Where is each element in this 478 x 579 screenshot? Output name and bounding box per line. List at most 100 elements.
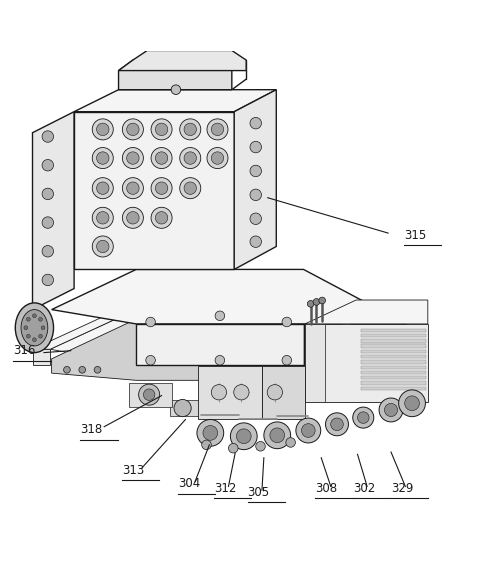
Circle shape: [92, 236, 113, 257]
Circle shape: [42, 274, 54, 285]
Polygon shape: [33, 310, 136, 349]
Circle shape: [151, 178, 172, 199]
Polygon shape: [304, 365, 406, 378]
Circle shape: [42, 217, 54, 228]
Circle shape: [211, 384, 227, 400]
Circle shape: [97, 123, 109, 135]
Circle shape: [358, 412, 369, 423]
Circle shape: [171, 85, 181, 94]
Circle shape: [122, 148, 143, 168]
Text: 304: 304: [178, 477, 200, 490]
Circle shape: [345, 355, 353, 362]
Circle shape: [264, 422, 291, 449]
Circle shape: [302, 424, 315, 437]
Circle shape: [42, 159, 54, 171]
Polygon shape: [119, 50, 246, 71]
Text: 305: 305: [248, 486, 270, 499]
Circle shape: [79, 367, 86, 373]
Polygon shape: [361, 339, 426, 343]
Circle shape: [250, 213, 261, 225]
Circle shape: [184, 152, 196, 164]
Circle shape: [155, 123, 168, 135]
Text: 316: 316: [13, 345, 36, 357]
Circle shape: [211, 123, 224, 135]
Polygon shape: [52, 269, 406, 324]
Polygon shape: [305, 324, 428, 402]
Circle shape: [92, 207, 113, 228]
Text: 308: 308: [315, 482, 337, 495]
Circle shape: [250, 165, 261, 177]
Circle shape: [391, 355, 398, 362]
Polygon shape: [304, 324, 406, 365]
Text: 312: 312: [214, 482, 237, 495]
Circle shape: [207, 148, 228, 168]
Circle shape: [180, 148, 201, 168]
Circle shape: [237, 429, 251, 444]
Polygon shape: [129, 383, 172, 406]
Circle shape: [26, 334, 30, 338]
Circle shape: [94, 367, 101, 373]
Circle shape: [307, 301, 314, 307]
Polygon shape: [234, 90, 276, 269]
Circle shape: [378, 336, 387, 346]
Polygon shape: [74, 90, 276, 112]
Polygon shape: [361, 329, 426, 332]
Circle shape: [180, 119, 201, 140]
Text: 302: 302: [353, 482, 375, 495]
Polygon shape: [74, 112, 234, 269]
Circle shape: [39, 317, 43, 321]
Circle shape: [122, 178, 143, 199]
Circle shape: [127, 152, 139, 164]
Circle shape: [211, 152, 224, 164]
Circle shape: [146, 356, 155, 365]
Circle shape: [230, 423, 257, 450]
Circle shape: [151, 207, 172, 228]
Circle shape: [92, 178, 113, 199]
Polygon shape: [361, 382, 426, 384]
Circle shape: [92, 119, 113, 140]
Polygon shape: [52, 319, 406, 380]
Circle shape: [270, 428, 284, 443]
Circle shape: [42, 188, 54, 200]
Polygon shape: [50, 310, 406, 365]
Circle shape: [180, 178, 201, 199]
Polygon shape: [33, 112, 74, 310]
Text: 313: 313: [122, 464, 144, 477]
Circle shape: [174, 400, 191, 417]
Circle shape: [203, 426, 217, 440]
Polygon shape: [136, 365, 304, 378]
Ellipse shape: [15, 303, 54, 353]
Polygon shape: [119, 60, 232, 90]
Polygon shape: [361, 365, 426, 369]
Circle shape: [267, 384, 282, 400]
Circle shape: [250, 236, 261, 247]
Circle shape: [384, 404, 398, 416]
Polygon shape: [33, 349, 50, 365]
Circle shape: [122, 207, 143, 228]
Circle shape: [234, 384, 249, 400]
Circle shape: [184, 123, 196, 135]
Polygon shape: [262, 366, 305, 419]
Circle shape: [282, 317, 292, 327]
Polygon shape: [361, 350, 426, 353]
Circle shape: [184, 182, 196, 195]
Circle shape: [250, 189, 261, 200]
Circle shape: [33, 314, 36, 318]
Circle shape: [122, 119, 143, 140]
Text: 315: 315: [404, 229, 426, 241]
Circle shape: [127, 211, 139, 224]
Circle shape: [64, 367, 70, 373]
Circle shape: [146, 317, 155, 327]
Circle shape: [33, 338, 36, 342]
Circle shape: [296, 418, 321, 443]
Circle shape: [313, 299, 320, 305]
Polygon shape: [361, 360, 426, 364]
Circle shape: [215, 311, 225, 321]
Polygon shape: [361, 355, 426, 358]
Circle shape: [405, 396, 419, 411]
Circle shape: [127, 123, 139, 135]
Circle shape: [319, 297, 326, 304]
Circle shape: [42, 131, 54, 142]
Polygon shape: [305, 324, 325, 402]
Circle shape: [342, 317, 351, 327]
